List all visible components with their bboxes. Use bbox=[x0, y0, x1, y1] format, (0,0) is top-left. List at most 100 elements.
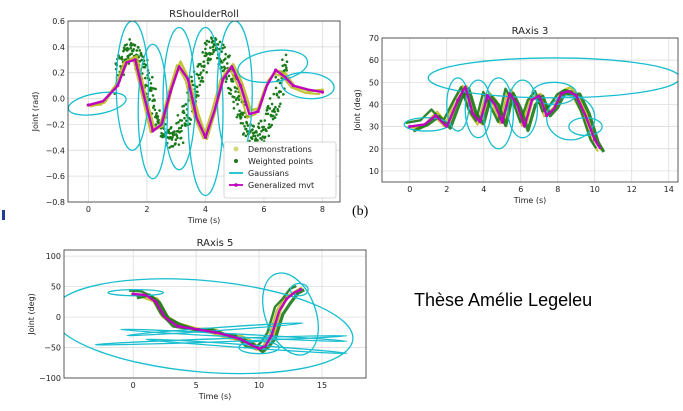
weighted-point bbox=[270, 102, 274, 106]
y-tick-label: −0.6 bbox=[46, 172, 65, 181]
x-axis-label: Time (s) bbox=[198, 392, 232, 401]
generalized-point bbox=[213, 330, 217, 334]
weighted-point bbox=[224, 52, 227, 56]
weighted-point bbox=[196, 65, 200, 68]
weighted-point bbox=[220, 66, 224, 69]
weighted-point bbox=[169, 125, 173, 129]
weighted-point bbox=[210, 37, 213, 40]
weighted-point bbox=[143, 65, 147, 69]
y-tick-label: 20 bbox=[369, 145, 379, 154]
weighted-point bbox=[271, 117, 275, 121]
weighted-point bbox=[189, 118, 193, 121]
weighted-point bbox=[184, 103, 188, 106]
weighted-point bbox=[172, 133, 176, 136]
plot-frame bbox=[381, 37, 679, 183]
x-tick-label: 4 bbox=[203, 205, 208, 214]
weighted-point bbox=[266, 112, 270, 116]
legend-generalized-mvt: Generalized mvt bbox=[248, 181, 314, 190]
gaussian-ellipse bbox=[238, 340, 280, 355]
weighted-point bbox=[199, 62, 202, 66]
weighted-point bbox=[125, 43, 129, 46]
weighted-point bbox=[252, 125, 256, 128]
weighted-point bbox=[145, 84, 149, 88]
weighted-point bbox=[156, 115, 160, 118]
weighted-point bbox=[151, 94, 155, 97]
weighted-point bbox=[190, 79, 194, 83]
weighted-point bbox=[153, 99, 156, 102]
weighted-point bbox=[197, 77, 201, 80]
weighted-point bbox=[162, 135, 166, 138]
gaussian-ellipse bbox=[507, 79, 539, 139]
x-tick-label: 4 bbox=[481, 185, 486, 194]
chart-raxis5: 0 5 10 15 −100 −50 0 50 100 RAxis 5 Time (s) Joint … bbox=[27, 238, 367, 401]
weighted-point bbox=[213, 43, 216, 47]
weighted-point bbox=[232, 106, 236, 110]
chart-title: RAxis 5 bbox=[197, 238, 234, 249]
generalized-point bbox=[530, 98, 534, 102]
weighted-point bbox=[266, 104, 270, 108]
weighted-point bbox=[150, 86, 153, 90]
plot-frame bbox=[67, 20, 341, 203]
y-tick-label: −0.8 bbox=[46, 198, 65, 207]
weighted-point bbox=[154, 123, 158, 126]
weighted-point bbox=[251, 128, 254, 131]
weighted-point bbox=[191, 83, 195, 87]
x-tick-label: 10 bbox=[254, 381, 264, 390]
weighted-point bbox=[179, 136, 183, 140]
y-tick-label: 50 bbox=[51, 283, 61, 292]
generalized-point bbox=[515, 102, 519, 107]
weighted-point bbox=[183, 116, 186, 120]
weighted-point bbox=[244, 134, 248, 138]
weighted-point bbox=[279, 102, 282, 106]
weighted-point bbox=[184, 123, 188, 126]
weighted-point bbox=[196, 90, 199, 94]
generalized-point bbox=[203, 135, 208, 139]
weighted-point bbox=[263, 119, 267, 122]
generalized-point bbox=[456, 98, 460, 102]
x-tick-label: 6 bbox=[261, 205, 266, 214]
y-tick-label: 30 bbox=[369, 123, 379, 132]
weighted-point bbox=[123, 48, 126, 52]
weighted-point bbox=[120, 58, 124, 61]
weighted-point bbox=[257, 126, 261, 130]
weighted-point bbox=[138, 49, 141, 52]
weighted-point bbox=[279, 90, 283, 94]
weighted-point bbox=[225, 62, 229, 65]
weighted-point bbox=[261, 128, 265, 132]
weighted-point bbox=[157, 118, 160, 122]
panel-label: (b) bbox=[352, 204, 369, 219]
weighted-point bbox=[257, 122, 261, 125]
weighted-point bbox=[278, 105, 281, 108]
weighted-point bbox=[200, 64, 204, 68]
weighted-point bbox=[233, 86, 237, 89]
generalized-point bbox=[154, 300, 158, 304]
weighted-point bbox=[259, 119, 263, 123]
weighted-point bbox=[201, 80, 205, 83]
generalized-point bbox=[175, 324, 179, 328]
generalized-point bbox=[434, 113, 438, 118]
weighted-point bbox=[206, 52, 209, 56]
weighted-point bbox=[168, 146, 171, 149]
weighted-point bbox=[181, 141, 185, 145]
weighted-point bbox=[173, 130, 176, 133]
generalized-point bbox=[408, 125, 412, 129]
weighted-point bbox=[275, 113, 278, 116]
weighted-point bbox=[228, 54, 231, 57]
weighted-point bbox=[167, 128, 170, 132]
weighted-point bbox=[176, 136, 179, 140]
weighted-point bbox=[222, 69, 225, 72]
weighted-point bbox=[203, 64, 206, 68]
x-axis-label: Time (s) bbox=[187, 216, 221, 225]
weighted-point bbox=[154, 87, 157, 91]
weighted-point bbox=[132, 48, 136, 51]
weighted-point bbox=[270, 123, 274, 127]
chart-rshoulderroll: 0 2 4 6 8 −0.8 −0.6 −0.4 −0.2 0.0 0.2 0.4 0.6 RShould… bbox=[31, 9, 341, 225]
weighted-point bbox=[272, 114, 275, 118]
weighted-point bbox=[245, 122, 249, 125]
generalized-point bbox=[168, 90, 172, 94]
plot-background bbox=[64, 250, 366, 378]
weighted-point bbox=[127, 48, 130, 51]
weighted-point bbox=[232, 100, 235, 104]
weighted-point bbox=[144, 76, 147, 80]
